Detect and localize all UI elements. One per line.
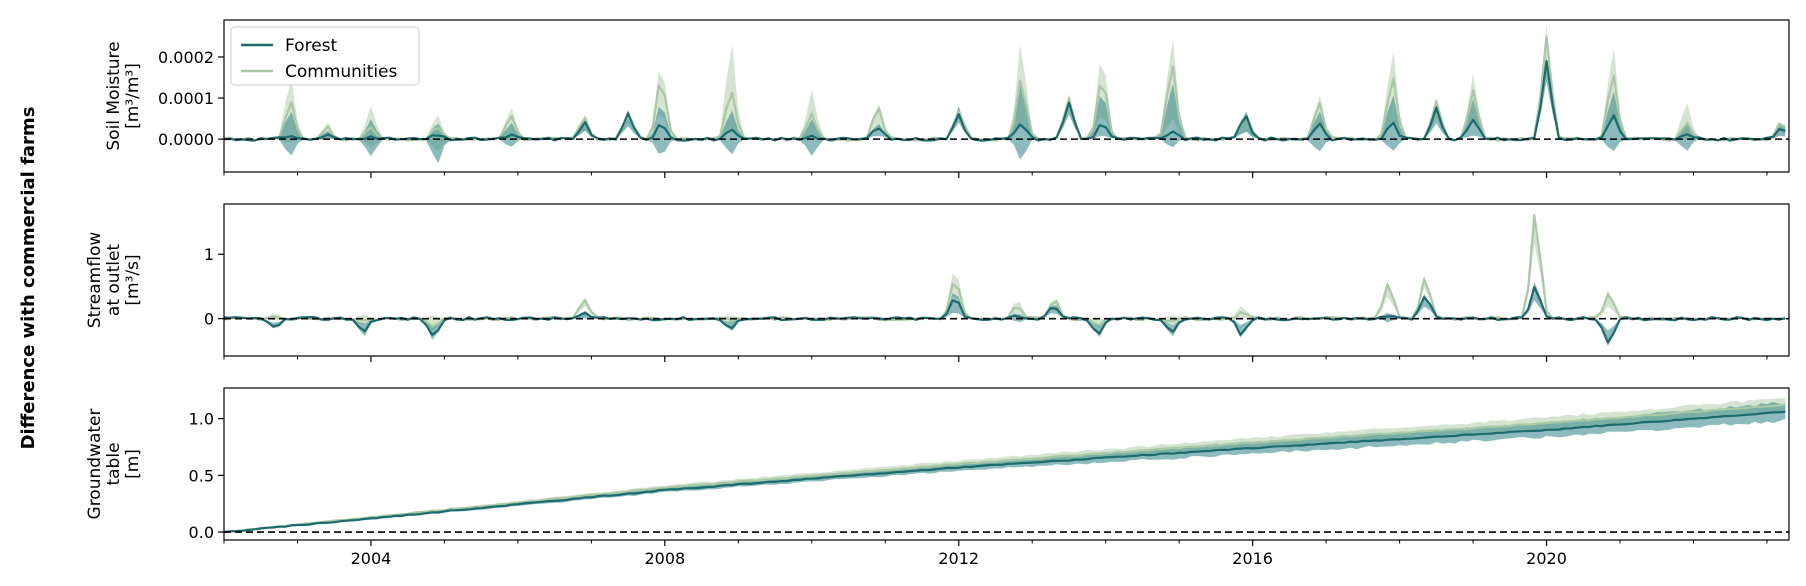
plot-area: [224, 398, 1786, 534]
axes-frame: [223, 387, 1790, 541]
xtick-label: 2020: [1526, 549, 1567, 568]
ytick-label: 0.0: [189, 523, 214, 542]
forest-band: [224, 401, 1786, 533]
groundwater-panel: 0.0 0.5 1.0 2004 2008 2012 2016 2020 Groundwater…: [85, 387, 1790, 568]
ytick-label: 0.0001: [158, 89, 214, 108]
communities-band: [224, 211, 1786, 332]
legend-box: [230, 26, 420, 86]
plot-area: [224, 211, 1786, 347]
communities-band: [224, 398, 1786, 533]
y-axis-label: Streamflowat outlet[m³/s]: [85, 232, 143, 329]
legend-label: Communities: [285, 62, 398, 82]
legend-label: Forest: [285, 36, 338, 56]
y-axis-label: Soil Moisture[m³/m³]: [104, 41, 143, 150]
xtick-label: 2012: [938, 549, 979, 568]
y-axis-label: Groundwatertable[m]: [85, 409, 143, 520]
ytick-label: 0: [204, 310, 214, 329]
ytick-label: 1: [204, 245, 214, 264]
ytick-label: 0.5: [189, 466, 214, 485]
xtick-label: 2016: [1232, 549, 1273, 568]
ytick-label: 0.0002: [158, 48, 214, 67]
communities-line: [224, 214, 1786, 328]
axes-frame: [223, 203, 1790, 357]
streamflow-panel: 0 1 Streamflowat outlet[m³/s]: [85, 203, 1790, 362]
xtick-label: 2008: [644, 549, 685, 568]
plot-area: [224, 24, 1786, 164]
forest-line: [224, 286, 1786, 344]
legend: Forest Communities: [230, 26, 420, 86]
forest-line: [224, 410, 1786, 534]
forest-band: [224, 57, 1786, 164]
soil-moisture-panel: 0.0000 0.0001 0.0002 Soil Moisture[m³/m³] Fo…: [104, 19, 1790, 178]
xtick-label: 2004: [351, 549, 392, 568]
ytick-label: 0.0000: [158, 130, 214, 149]
suptitle: Difference with commercial farms: [18, 107, 39, 450]
axes-frame: [223, 19, 1790, 173]
ytick-label: 1.0: [189, 410, 214, 429]
forest-band: [224, 281, 1786, 347]
communities-line: [224, 403, 1786, 534]
